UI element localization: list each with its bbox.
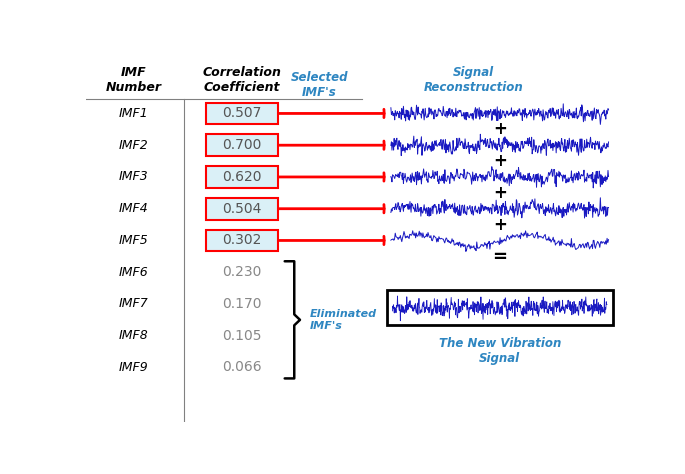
FancyBboxPatch shape [206,102,278,124]
Text: =: = [493,248,507,266]
Text: 0.230: 0.230 [223,265,262,279]
Text: 0.105: 0.105 [223,329,262,343]
Text: 0.066: 0.066 [223,361,262,374]
Text: 0.170: 0.170 [223,297,262,311]
Text: IMF1: IMF1 [119,107,148,120]
Text: +: + [493,216,507,234]
Text: IMF7: IMF7 [119,298,148,310]
Text: IMF4: IMF4 [119,202,148,215]
Text: 0.504: 0.504 [223,202,262,216]
FancyBboxPatch shape [206,229,278,251]
Text: +: + [493,184,507,202]
Text: 0.700: 0.700 [223,138,262,152]
FancyBboxPatch shape [386,290,613,325]
Text: Selected
IMF's: Selected IMF's [290,72,348,100]
Text: IMF3: IMF3 [119,171,148,183]
Text: Signal
Reconstruction: Signal Reconstruction [423,66,523,94]
Text: +: + [493,120,507,138]
Text: 0.620: 0.620 [223,170,262,184]
Text: IMF5: IMF5 [119,234,148,247]
Text: The New Vibration
Signal: The New Vibration Signal [438,337,561,365]
Text: IMF9: IMF9 [119,361,148,374]
Text: 0.302: 0.302 [223,234,262,247]
Text: IMF
Number: IMF Number [105,66,162,94]
Text: IMF8: IMF8 [119,329,148,342]
Text: Correlation
Coefficient: Correlation Coefficient [203,66,282,94]
Text: 0.507: 0.507 [223,107,262,120]
Text: IMF2: IMF2 [119,139,148,152]
FancyBboxPatch shape [206,166,278,188]
FancyBboxPatch shape [206,134,278,156]
FancyBboxPatch shape [206,198,278,219]
Text: IMF6: IMF6 [119,266,148,279]
Text: +: + [493,152,507,170]
Text: Eliminated
IMF's: Eliminated IMF's [310,309,377,331]
